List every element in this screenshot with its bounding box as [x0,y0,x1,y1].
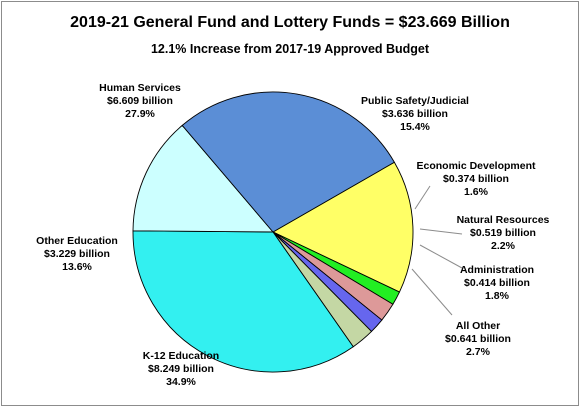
slice-human-services [181,91,395,233]
slice-percent-administration: 1.8% [485,290,510,302]
slice-amount-natural-resources: $0.519 billion [470,227,536,239]
leader-lines [411,185,463,316]
slice-percent-economic-development: 1.6% [464,186,489,198]
slice-label-public-safety-judicial: Public Safety/Judicial [361,95,469,107]
slice-percent-k-12-education: 34.9% [166,376,196,388]
chart-title: 2019-21 General Fund and Lottery Funds =… [70,14,510,31]
slice-label-k-12-education: K-12 Education [143,350,219,362]
leader-line-natural-resources [419,228,463,235]
slice-label-natural-resources: Natural Resources [457,214,550,226]
leader-line-administration [419,244,463,269]
slice-label-human-services: Human Services [99,82,181,94]
slice-amount-human-services: $6.609 billion [107,95,173,107]
slice-percent-public-safety-judicial: 15.4% [400,121,430,133]
slice-label-other-education: Other Education [36,235,118,247]
slice-labels: Public Safety/Judicial$3.636 billion15.4… [36,82,549,388]
slice-label-administration: Administration [460,264,534,276]
slice-amount-all-other: $0.641 billion [445,333,511,345]
slice-label-all-other: All Other [456,320,500,332]
slice-amount-administration: $0.414 billion [464,277,530,289]
slice-k-12-education [132,230,354,373]
chart-subtitle: 12.1% Increase from 2017-19 Approved Bud… [151,42,430,56]
slice-amount-economic-development: $0.374 billion [443,173,509,185]
slice-percent-other-education: 13.6% [62,261,92,273]
pie-slices [132,91,414,373]
slice-percent-human-services: 27.9% [125,108,155,120]
slice-label-economic-development: Economic Development [416,160,536,172]
slice-amount-k-12-education: $8.249 billion [148,363,214,375]
slice-amount-public-safety-judicial: $3.636 billion [382,108,448,120]
leader-line-all-other [411,268,453,316]
slice-percent-all-other: 2.7% [466,346,491,358]
slice-other-education [132,124,274,233]
leader-line-economic-development [414,185,431,210]
slice-public-safety-judicial [272,161,414,293]
slice-percent-natural-resources: 2.2% [491,240,516,252]
slice-amount-other-education: $3.229 billion [44,248,110,260]
